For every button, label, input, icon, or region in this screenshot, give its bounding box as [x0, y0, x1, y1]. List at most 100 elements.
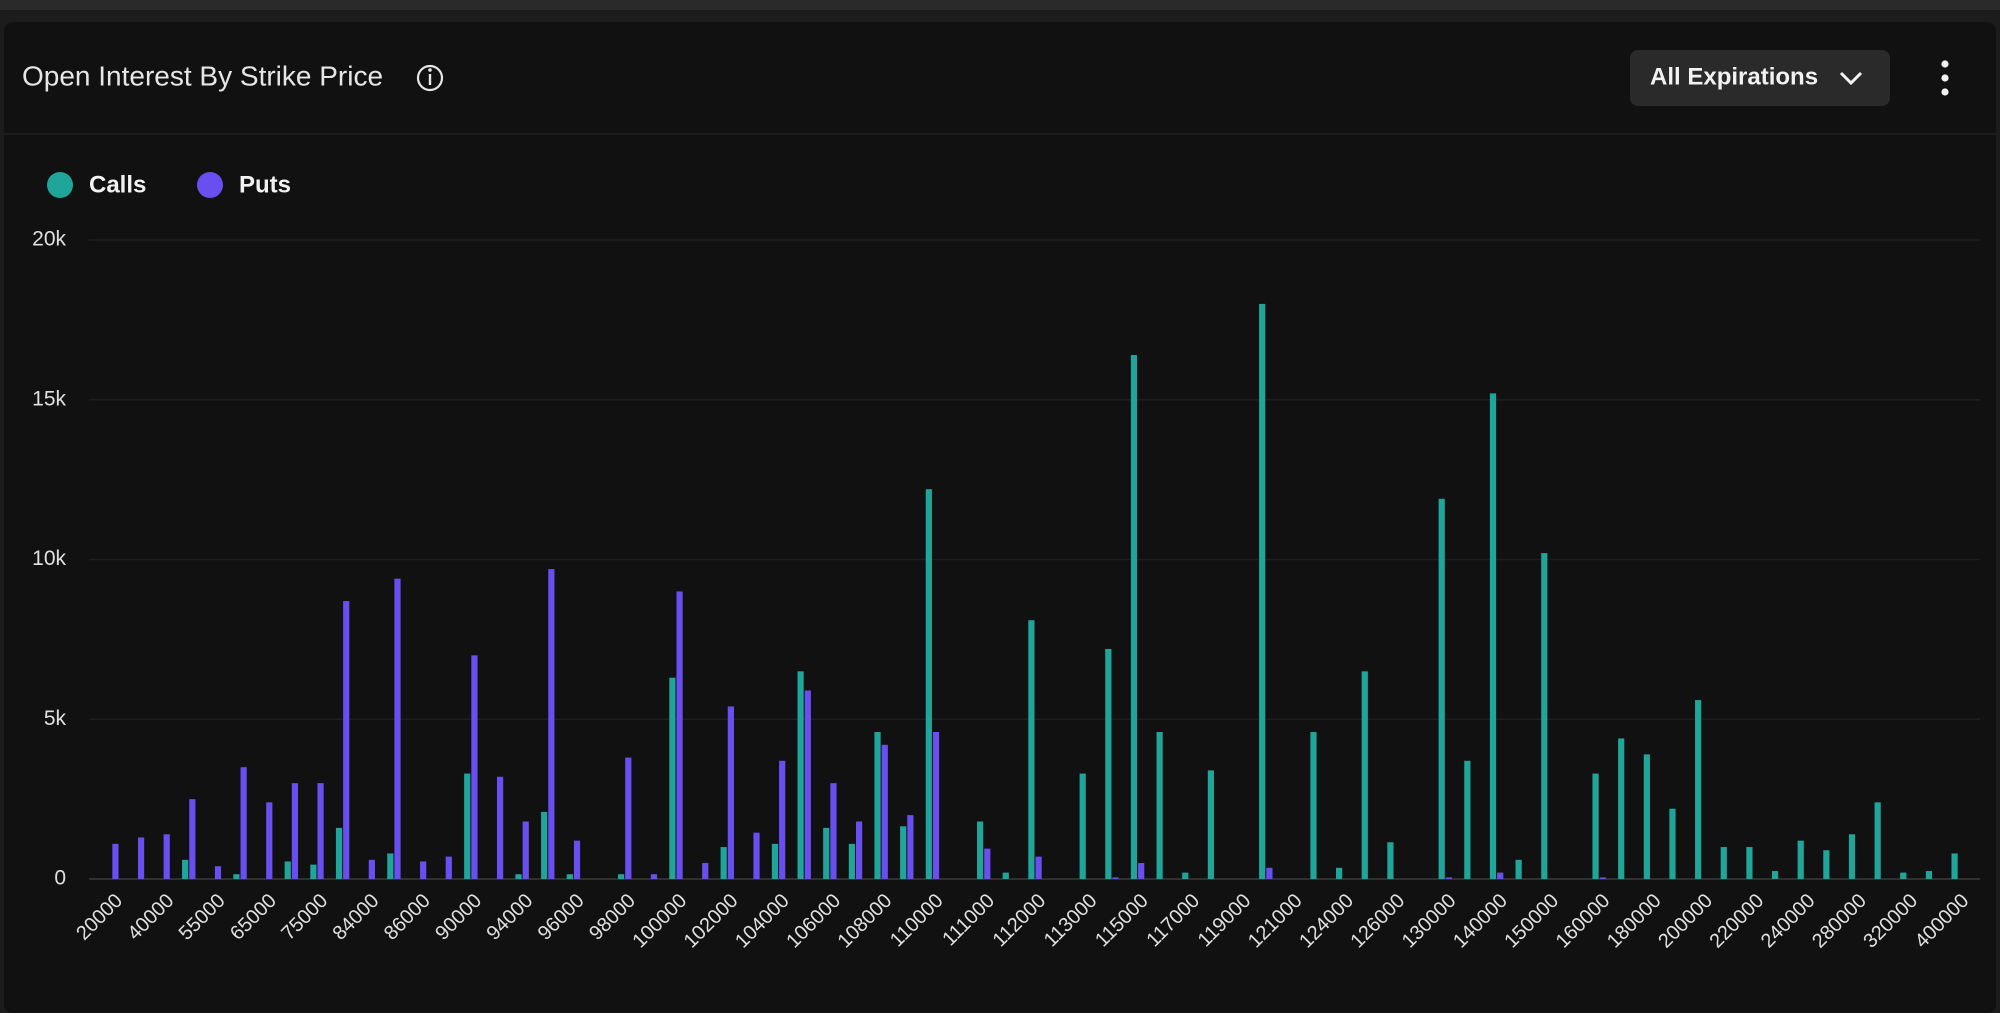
top-strip: [0, 0, 2000, 10]
bar: [189, 799, 196, 879]
bar: [900, 826, 907, 879]
bar: [343, 601, 350, 879]
bar: [368, 859, 375, 879]
bar: [573, 840, 581, 879]
bar: [1874, 802, 1881, 879]
dropdown-label: All Expirations: [1650, 63, 1818, 90]
bar: [1002, 872, 1009, 879]
bar: [1823, 850, 1830, 879]
bar: [1720, 847, 1727, 879]
bar: [676, 591, 683, 879]
bar: [804, 690, 811, 879]
info-icon[interactable]: [416, 64, 444, 92]
bar: [317, 783, 324, 879]
bar: [753, 832, 760, 879]
bar: [720, 847, 727, 879]
y-tick-label: 10k: [32, 547, 66, 570]
bar: [420, 861, 427, 879]
bar: [1592, 773, 1599, 879]
bar: [1028, 620, 1035, 879]
bar: [284, 861, 291, 879]
bar: [1112, 877, 1119, 879]
chart-title: Open Interest By Strike Price: [22, 60, 383, 91]
bar: [779, 760, 786, 879]
bar: [1951, 853, 1958, 879]
bar: [1695, 700, 1702, 879]
bar: [702, 863, 709, 879]
bar: [1445, 877, 1453, 879]
bar: [617, 874, 625, 879]
bar: [1105, 648, 1112, 879]
bar: [541, 811, 548, 879]
bar: [1643, 754, 1650, 879]
bar: [1618, 738, 1625, 879]
bar: [1035, 856, 1042, 879]
bar: [1259, 303, 1266, 879]
bar: [848, 843, 855, 879]
bar: [240, 767, 247, 879]
bar: [182, 859, 189, 879]
bar: [1361, 671, 1368, 879]
bar: [925, 489, 932, 879]
bar: [566, 874, 573, 879]
bar: [1771, 871, 1779, 879]
legend-marker[interactable]: [197, 172, 223, 198]
bar: [1130, 355, 1138, 879]
bar: [1079, 773, 1086, 879]
bar: [797, 671, 804, 879]
bar: [137, 837, 145, 879]
bar: [1489, 393, 1497, 879]
y-tick-label: 5k: [44, 707, 67, 730]
bar: [1310, 732, 1317, 879]
menu-button[interactable]: [1941, 60, 1949, 96]
bar: [522, 821, 529, 879]
bar: [1138, 863, 1145, 879]
bar: [1541, 553, 1548, 879]
bar: [669, 677, 676, 879]
bar: [464, 773, 471, 879]
bar: [214, 866, 222, 879]
bar: [394, 578, 401, 879]
bar: [1669, 808, 1676, 879]
bar: [291, 783, 299, 879]
bar: [1387, 842, 1394, 879]
legend-label[interactable]: Puts: [239, 171, 291, 198]
bar: [112, 843, 119, 879]
bar: [823, 827, 830, 879]
bar: [1438, 498, 1445, 879]
bar: [1797, 840, 1804, 879]
bar: [830, 783, 837, 879]
expiration-dropdown[interactable]: All Expirations: [1630, 50, 1890, 106]
bar: [650, 874, 658, 879]
bar: [907, 815, 914, 879]
bar: [1156, 732, 1163, 879]
bar: [1207, 770, 1215, 879]
bar: [1336, 867, 1343, 879]
bar: [445, 856, 452, 879]
bar: [625, 757, 632, 879]
bar: [1900, 872, 1907, 879]
bar: [855, 821, 863, 879]
bar: [1515, 859, 1522, 879]
bar: [977, 821, 984, 879]
bar: [548, 569, 555, 879]
bar: [1266, 867, 1273, 879]
bar: [515, 874, 522, 879]
bar: [1848, 834, 1856, 879]
bar: [387, 853, 394, 879]
y-tick-label: 15k: [32, 387, 66, 410]
bar: [233, 874, 240, 879]
bar: [932, 732, 940, 879]
bar: [471, 655, 478, 879]
bar: [1464, 760, 1471, 879]
bar: [1182, 872, 1189, 879]
bar: [266, 802, 273, 879]
bar: [881, 744, 888, 879]
bar: [1599, 877, 1606, 879]
bar: [727, 706, 734, 879]
legend-marker[interactable]: [47, 172, 73, 198]
bar: [163, 834, 170, 879]
legend-label[interactable]: Calls: [89, 171, 146, 198]
